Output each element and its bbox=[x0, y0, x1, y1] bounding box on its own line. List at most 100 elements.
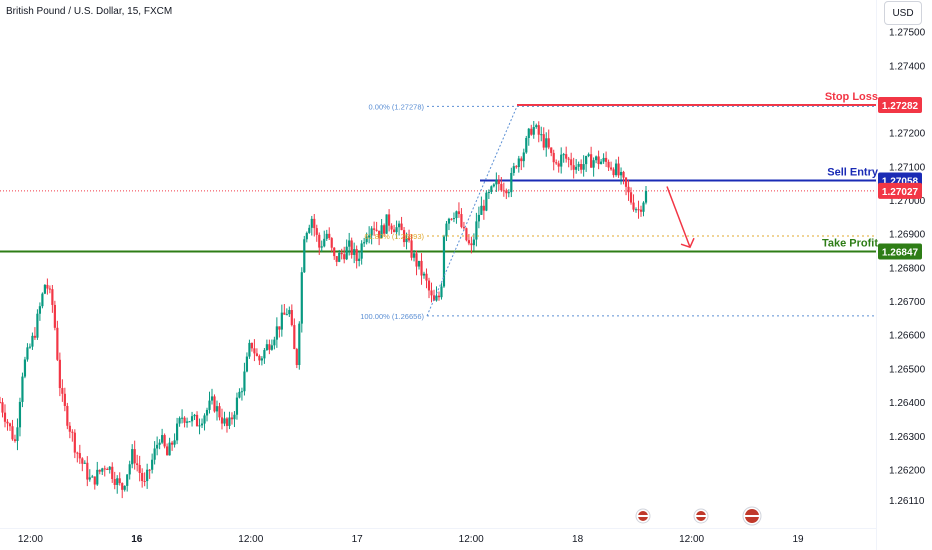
candle-body bbox=[338, 252, 341, 262]
candle-body bbox=[136, 463, 139, 466]
candle-body bbox=[203, 415, 206, 424]
candle-body bbox=[565, 154, 568, 159]
candle-body bbox=[73, 432, 76, 453]
candle-body bbox=[53, 304, 56, 328]
candle-body bbox=[632, 202, 635, 210]
y-tick-label: 1.26500 bbox=[889, 364, 926, 375]
candle-body bbox=[180, 417, 184, 419]
candle-body bbox=[343, 254, 346, 260]
candle-body bbox=[58, 359, 61, 389]
candle-body bbox=[230, 417, 234, 420]
candle-body bbox=[560, 154, 563, 167]
candle-body bbox=[373, 228, 376, 230]
candle-body bbox=[430, 290, 433, 296]
candle-body bbox=[567, 158, 570, 160]
candle-body bbox=[31, 335, 34, 347]
candle-body bbox=[497, 180, 500, 184]
candle-body bbox=[485, 192, 488, 211]
currency-button[interactable]: USD bbox=[884, 1, 922, 25]
candle-body bbox=[572, 165, 575, 170]
candle-body bbox=[188, 421, 191, 423]
candle-body bbox=[460, 214, 463, 227]
fib-layer: 0.00% (1.27278) 61.80% (1.26893) 100.00% (… bbox=[360, 102, 876, 321]
candle-body bbox=[400, 223, 403, 231]
current-price-tag-label: 1.27027 bbox=[882, 187, 919, 198]
candle-body bbox=[325, 233, 328, 239]
candle-body bbox=[240, 391, 244, 393]
forecast-arrow-head bbox=[680, 237, 695, 249]
candle-body bbox=[173, 440, 176, 445]
candle-body bbox=[545, 138, 548, 148]
candle-body bbox=[482, 205, 485, 211]
y-tick-label: 1.26200 bbox=[889, 465, 926, 476]
y-tick-label: 1.26800 bbox=[889, 263, 926, 274]
candle-body bbox=[41, 293, 44, 307]
candle-body bbox=[96, 469, 99, 485]
candle-body bbox=[500, 183, 503, 191]
candle-body bbox=[530, 128, 533, 135]
candle-body bbox=[178, 418, 181, 424]
candle-body bbox=[51, 289, 54, 305]
candle-body bbox=[420, 260, 423, 276]
candle-body bbox=[43, 284, 46, 294]
level-label: Take Profit bbox=[822, 238, 878, 250]
candle-body bbox=[619, 171, 623, 176]
candle-body bbox=[86, 462, 89, 480]
candle-body bbox=[525, 137, 528, 153]
candle-body bbox=[273, 339, 276, 346]
candle-body bbox=[555, 162, 558, 164]
candle-body bbox=[435, 295, 438, 301]
candle-body bbox=[235, 397, 239, 415]
level-price-tag-label: 1.27282 bbox=[882, 101, 919, 112]
candle-body bbox=[156, 444, 159, 449]
candle-body bbox=[303, 239, 306, 273]
candle-body bbox=[260, 358, 263, 361]
candle-body bbox=[330, 238, 333, 248]
candle-body bbox=[627, 186, 630, 193]
candle-body bbox=[340, 252, 343, 255]
candle-body bbox=[405, 238, 408, 243]
candle-body bbox=[422, 273, 426, 276]
candle-body bbox=[83, 462, 86, 464]
candle-body bbox=[472, 239, 475, 246]
candle-body bbox=[288, 310, 291, 315]
candle-body bbox=[624, 177, 628, 187]
candle-body bbox=[507, 192, 510, 194]
candle-body bbox=[131, 449, 134, 465]
candle-body bbox=[0, 402, 2, 404]
candle-body bbox=[600, 161, 603, 165]
x-tick-label: 12:00 bbox=[18, 534, 43, 545]
candle-body bbox=[195, 414, 199, 427]
candle-body bbox=[535, 125, 538, 128]
candles-layer bbox=[0, 120, 648, 499]
candle-body bbox=[98, 469, 101, 472]
candle-body bbox=[126, 474, 129, 486]
candle-body bbox=[93, 476, 96, 485]
y-tick-label: 1.26600 bbox=[889, 331, 926, 342]
candle-body bbox=[617, 163, 620, 176]
candle-body bbox=[111, 466, 114, 480]
candle-body bbox=[205, 409, 209, 416]
candle-body bbox=[290, 310, 293, 326]
candle-body bbox=[597, 156, 600, 165]
candle-body bbox=[68, 425, 71, 432]
candle-body bbox=[629, 192, 633, 203]
candle-body bbox=[280, 312, 283, 330]
candle-body bbox=[480, 205, 483, 215]
y-tick-label: 1.26400 bbox=[889, 398, 926, 409]
level-price-tag bbox=[878, 97, 922, 114]
candle-body bbox=[1, 402, 4, 413]
candle-body bbox=[360, 243, 363, 259]
x-tick-label: 18 bbox=[572, 534, 584, 545]
candle-body bbox=[238, 391, 241, 398]
candle-body bbox=[8, 423, 12, 427]
candle-body bbox=[78, 453, 81, 459]
candle-body bbox=[151, 459, 154, 470]
candle-body bbox=[18, 401, 22, 428]
candle-body bbox=[61, 388, 64, 394]
candle-body bbox=[16, 427, 19, 441]
candle-body bbox=[88, 477, 91, 480]
y-tick-label: 1.27000 bbox=[889, 196, 926, 207]
candle-body bbox=[390, 225, 393, 230]
